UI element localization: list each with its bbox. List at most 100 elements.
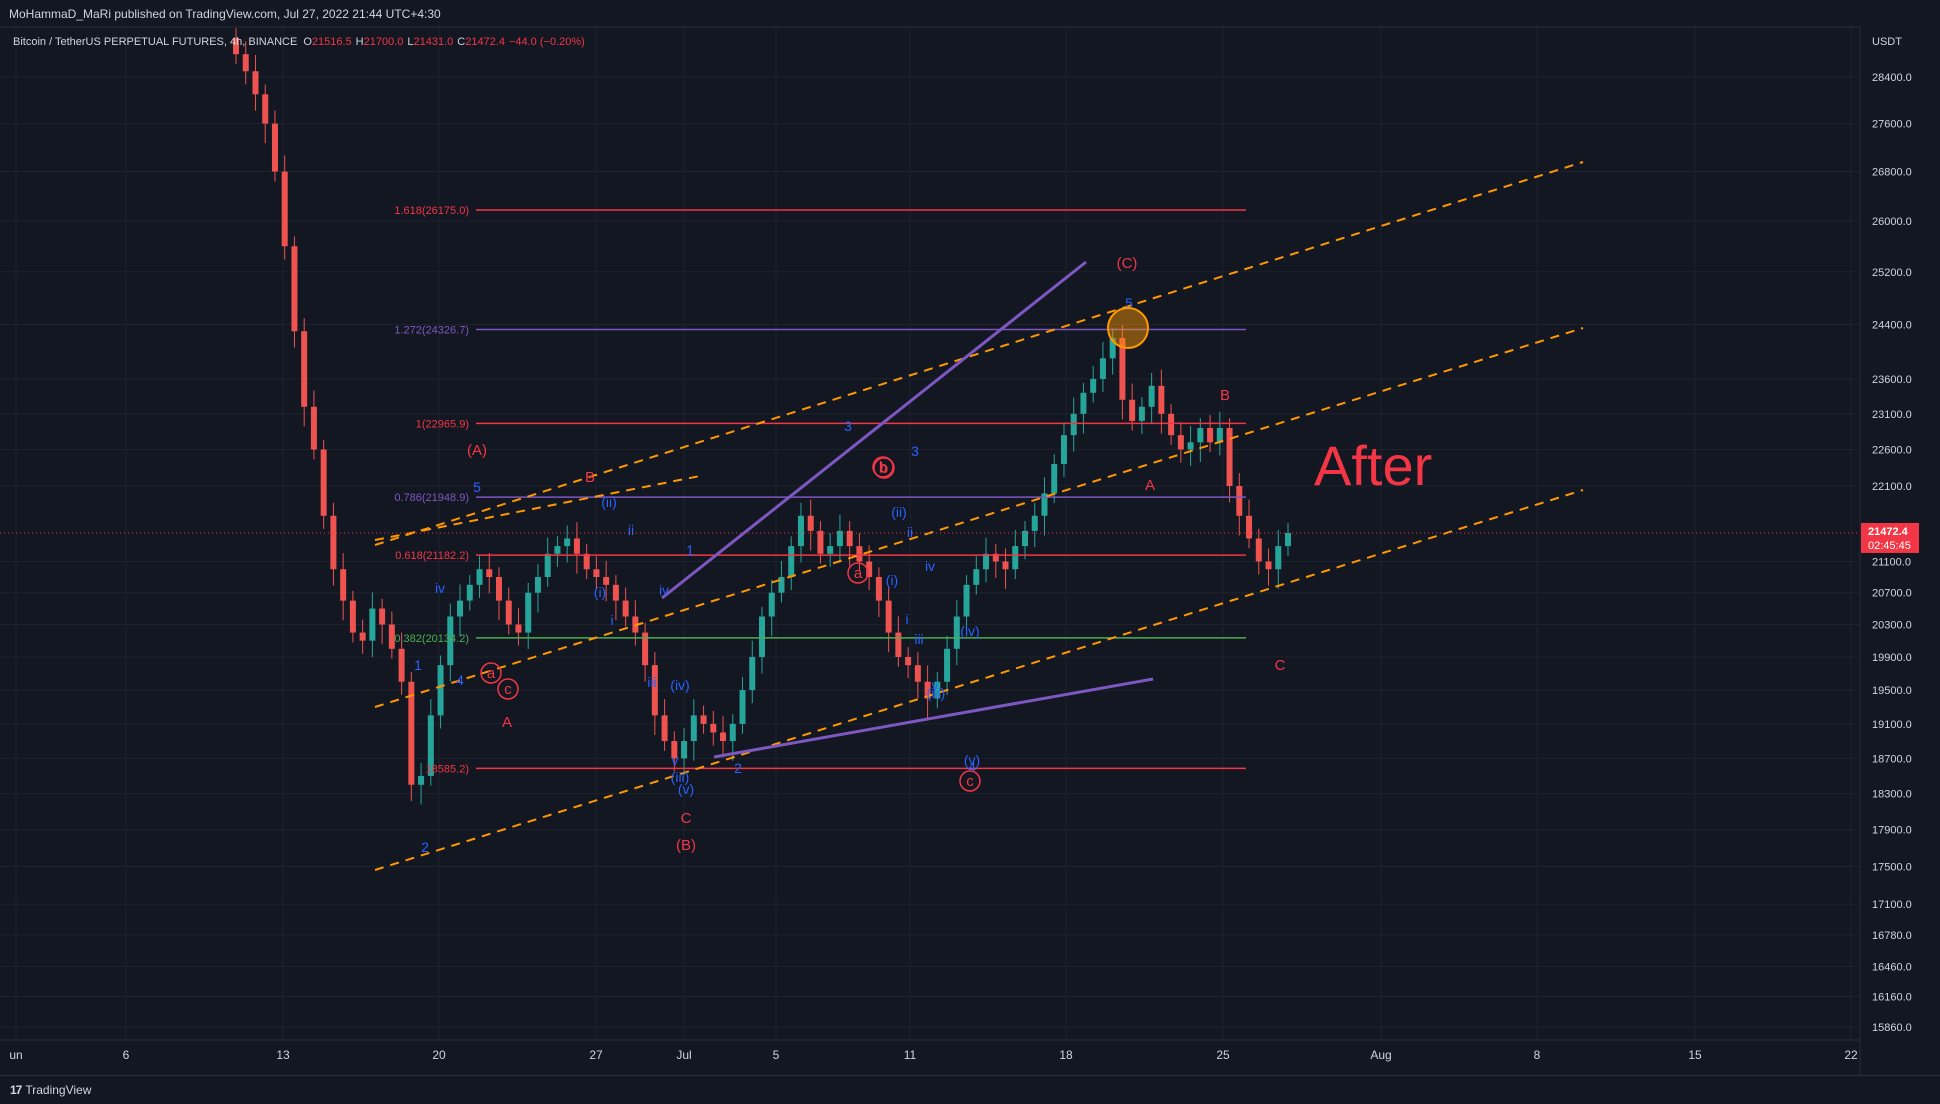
channel-line <box>374 161 1584 546</box>
time-tick-label: 20 <box>432 1048 446 1062</box>
candle-body <box>788 546 795 578</box>
price-tick-label: 24400.0 <box>1872 320 1912 332</box>
candle-body <box>398 648 405 682</box>
wave-circle <box>497 678 519 700</box>
time-tick-label: Jul <box>676 1048 691 1062</box>
candle-body <box>642 632 649 666</box>
candle-body <box>914 665 921 682</box>
price-axis[interactable]: USDT 28400.0 27600.0 26800.0 26000.0 25200.0… <box>1872 36 1912 1034</box>
c-label: C <box>457 36 465 48</box>
candle-body <box>496 577 502 601</box>
time-axis[interactable]: un 6 13 20 27 Jul 5 11 18 25 Aug 8 15 22 <box>9 1048 1858 1062</box>
candle-body <box>252 71 259 95</box>
brand-name: TradingView <box>25 1083 92 1097</box>
candle-body <box>544 553 551 578</box>
candle-body <box>875 577 882 601</box>
price-tick-label: 23100.0 <box>1872 409 1912 421</box>
price-tick-label: 23600.0 <box>1872 374 1912 386</box>
wave-label: i <box>610 612 613 628</box>
price-tick-label: 18700.0 <box>1872 753 1912 765</box>
last-price-badge-bg <box>1861 522 1919 553</box>
candle-body <box>1255 538 1262 562</box>
channel-line <box>374 475 701 541</box>
wave-label: B <box>585 469 595 486</box>
candle-body <box>681 741 688 759</box>
trend-line <box>661 260 1087 600</box>
candle-body <box>1060 435 1067 464</box>
wave-label: a <box>854 565 863 582</box>
price-tick-label: 17500.0 <box>1872 862 1912 874</box>
channel-line <box>374 489 1584 871</box>
price-tick-label: 19900.0 <box>1872 652 1912 664</box>
candle-body <box>797 515 804 547</box>
price-tick-label: 17900.0 <box>1872 825 1912 837</box>
candle-body <box>953 616 960 649</box>
candle-body <box>983 553 990 570</box>
time-tick-label: 18 <box>1059 1048 1073 1062</box>
tv-logo-icon: 17 <box>10 1083 22 1097</box>
wave-label: 3 <box>844 418 852 434</box>
candle-body <box>671 741 678 759</box>
candle-body <box>583 553 590 570</box>
candle-body <box>1197 428 1204 443</box>
candle-body <box>1119 337 1126 400</box>
candle-body <box>593 569 600 578</box>
candle-body <box>340 569 347 601</box>
fib-level-label: 1(22965.9) <box>416 418 469 430</box>
candle-body <box>301 331 308 407</box>
candle-body <box>457 600 464 617</box>
candle-body <box>807 515 814 531</box>
candle-body <box>1090 378 1097 393</box>
trend-line <box>713 677 1154 759</box>
candle-body <box>1265 561 1272 570</box>
candle-body <box>827 546 834 554</box>
candle-body <box>505 600 512 625</box>
l-value: 21431.0 <box>413 36 453 48</box>
candle-body <box>1099 358 1106 379</box>
wave-label: 2 <box>734 760 742 776</box>
candle-body <box>1285 532 1291 547</box>
wave-label: iii <box>647 674 656 690</box>
candle-body <box>466 584 473 601</box>
price-tick-label: 18300.0 <box>1872 789 1912 801</box>
wave-label: 4 <box>968 759 976 775</box>
symbol-legend[interactable]: Bitcoin / TetherUS PERPETUAL FUTURES, 4h… <box>13 36 585 48</box>
tradingview-logo[interactable]: 17 TradingView <box>10 1083 91 1097</box>
wave-label: (B) <box>676 837 696 854</box>
wave-label: (i) <box>886 572 898 588</box>
candle-body <box>281 171 288 247</box>
fib-level-label: 18585.2) <box>426 763 469 775</box>
wave-label: 5 <box>473 479 481 495</box>
wave-label: (iii) <box>927 685 946 701</box>
candle-body <box>700 715 707 724</box>
wave-5-highlight-circle <box>1107 307 1149 349</box>
candle-body <box>934 681 941 699</box>
candle-body <box>963 584 970 617</box>
candle-body <box>1226 428 1233 486</box>
wave-label: B <box>1220 387 1230 404</box>
candle-body <box>710 723 717 733</box>
wave-label: b <box>879 459 887 476</box>
time-tick-label: 11 <box>904 1048 917 1062</box>
candle-body <box>1177 435 1184 450</box>
price-tick-label: 20700.0 <box>1872 588 1912 600</box>
candle-body <box>622 600 629 617</box>
wave-label: 1 <box>686 542 694 558</box>
candle-body <box>759 616 765 657</box>
wave-circle <box>959 770 981 792</box>
h-value: 21700.0 <box>364 36 404 48</box>
candle-body <box>885 600 892 633</box>
bar-countdown: 02:45:45 <box>1868 540 1911 552</box>
wave-circle <box>872 456 894 478</box>
candle-body <box>729 723 736 742</box>
wave-label: 1 <box>414 657 422 673</box>
time-tick-label: 25 <box>1216 1048 1230 1062</box>
candle-body <box>573 538 580 554</box>
candle-body <box>437 665 444 716</box>
price-tick-label: 16780.0 <box>1872 930 1912 942</box>
price-tick-label: 15860.0 <box>1872 1022 1912 1034</box>
bottom-bar <box>0 1075 1940 1104</box>
candle-body <box>525 592 532 633</box>
channel-line <box>374 327 1584 708</box>
